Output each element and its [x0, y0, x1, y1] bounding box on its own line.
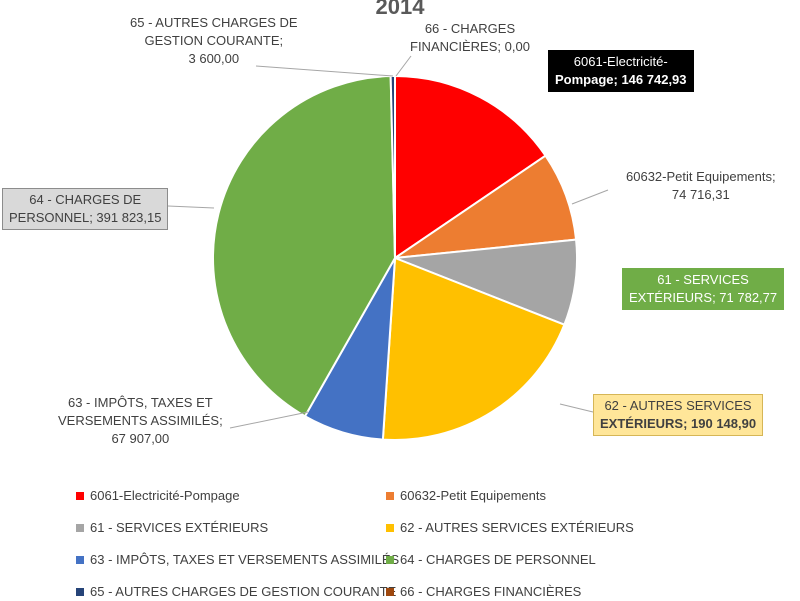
legend-swatch: [386, 491, 394, 500]
legend-item: 64 - CHARGES DE PERSONNEL: [386, 552, 596, 567]
pie-slice: [394, 154, 578, 259]
legend-label: 60632-Petit Equipements: [400, 488, 546, 503]
legend-item: 61 - SERVICES EXTÉRIEURS: [76, 520, 268, 535]
legend-label: 61 - SERVICES EXTÉRIEURS: [90, 520, 269, 535]
leader-line: [229, 411, 309, 429]
data-label-66: 66 - CHARGES FINANCIÈRES; 0,00: [410, 21, 530, 54]
leader-line: [395, 55, 412, 77]
legend-item: 66 - CHARGES FINANCIÈRES: [386, 584, 581, 599]
legend-label: 63 - IMPÔTS, TAXES ET VERSEMENTS ASSIMIL…: [90, 552, 400, 567]
legend-swatch: [76, 587, 84, 596]
data-label-64: 64 - CHARGES DE PERSONNEL; 391 823,15: [2, 188, 169, 230]
legend-item: 65 - AUTRES CHARGES DE GESTION COURANTE: [76, 584, 396, 599]
legend-swatch: [386, 555, 394, 564]
data-label-63: 63 - IMPÔTS, TAXES ET VERSEMENTS ASSIMIL…: [58, 395, 223, 446]
legend-label: 62 - AUTRES SERVICES EXTÉRIEURS: [400, 520, 634, 535]
data-label-65: 65 - AUTRES CHARGES DE GESTION COURANTE;…: [130, 15, 298, 66]
legend-swatch: [76, 555, 84, 564]
data-label-60632: 60632-Petit Equipements; 74 716,31: [626, 169, 776, 202]
chart-title: 2014: [375, 0, 425, 19]
legend-item: 60632-Petit Equipements: [386, 488, 546, 503]
legend-swatch: [386, 587, 394, 596]
legend-label: 64 - CHARGES DE PERSONNEL: [400, 552, 596, 567]
data-label-62: 62 - AUTRES SERVICES EXTÉRIEURS; 190 148…: [593, 394, 764, 436]
leader-line: [559, 403, 594, 413]
legend-swatch: [76, 491, 84, 500]
pie-slice: [394, 74, 547, 260]
legend-item: 6061-Electricité-Pompage: [76, 488, 240, 503]
leader-line: [167, 205, 215, 209]
pie-slice: [381, 256, 566, 441]
legend-swatch: [76, 523, 84, 532]
data-label-61: 61 - SERVICES EXTÉRIEURS; 71 782,77: [622, 268, 785, 310]
legend-item: 62 - AUTRES SERVICES EXTÉRIEURS: [386, 520, 634, 535]
legend-label: 6061-Electricité-Pompage: [90, 488, 240, 503]
legend-item: 63 - IMPÔTS, TAXES ET VERSEMENTS ASSIMIL…: [76, 552, 399, 567]
legend-swatch: [386, 523, 394, 532]
leader-line: [571, 189, 609, 205]
legend-label: 65 - AUTRES CHARGES DE GESTION COURANTE: [90, 584, 397, 599]
legend-label: 66 - CHARGES FINANCIÈRES: [400, 584, 582, 599]
data-label-6061: 6061-Electricité- Pompage; 146 742,93: [548, 50, 694, 92]
pie-slice: [212, 75, 397, 418]
leader-line: [255, 65, 394, 77]
